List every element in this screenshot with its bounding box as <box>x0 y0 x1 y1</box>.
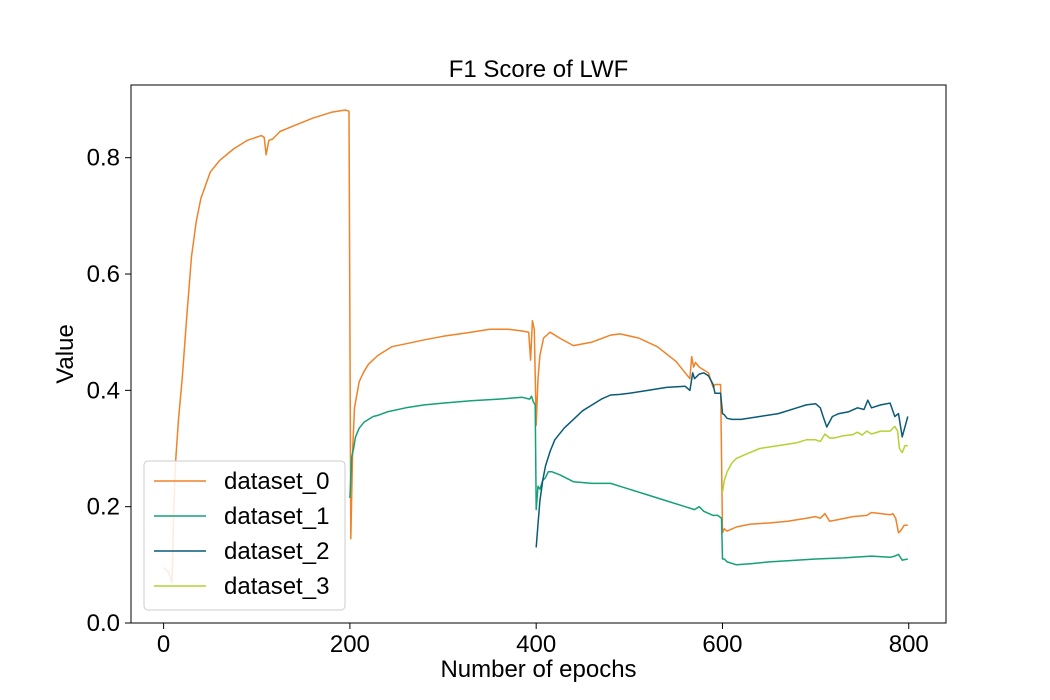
legend-label: dataset_3 <box>224 573 329 600</box>
series-line-dataset-0 <box>163 109 908 584</box>
x-tick-label: 0 <box>157 631 170 658</box>
legend-label: dataset_1 <box>224 503 329 530</box>
y-tick-label: 0.2 <box>87 494 120 521</box>
series-line-dataset-2 <box>535 372 909 548</box>
legend-label: dataset_0 <box>224 468 329 495</box>
plot-frame <box>130 84 947 624</box>
chart-title: F1 Score of LWF <box>449 56 629 83</box>
series-line-dataset-1 <box>349 395 908 566</box>
series-line-dataset-3 <box>721 425 908 493</box>
y-axis-label: Value <box>52 324 79 384</box>
y-tick-label: 0.8 <box>87 145 120 172</box>
series-group <box>163 109 909 584</box>
y-tick-label: 0.0 <box>87 610 120 637</box>
x-tick-label: 800 <box>889 631 929 658</box>
y-tick-label: 0.6 <box>87 261 120 288</box>
legend: dataset_0 dataset_1 dataset_2 dataset_3 <box>143 460 346 611</box>
x-tick-label: 600 <box>702 631 742 658</box>
legend-label: dataset_2 <box>224 538 329 565</box>
x-tick-label: 400 <box>516 631 556 658</box>
legend-box <box>143 460 346 611</box>
x-tick-label: 200 <box>330 631 370 658</box>
x-ticks: 0 200 400 600 800 <box>157 623 929 658</box>
y-ticks: 0.0 0.2 0.4 0.6 0.8 <box>87 145 131 637</box>
x-axis-label: Number of epochs <box>440 656 636 683</box>
y-tick-label: 0.4 <box>87 377 120 404</box>
